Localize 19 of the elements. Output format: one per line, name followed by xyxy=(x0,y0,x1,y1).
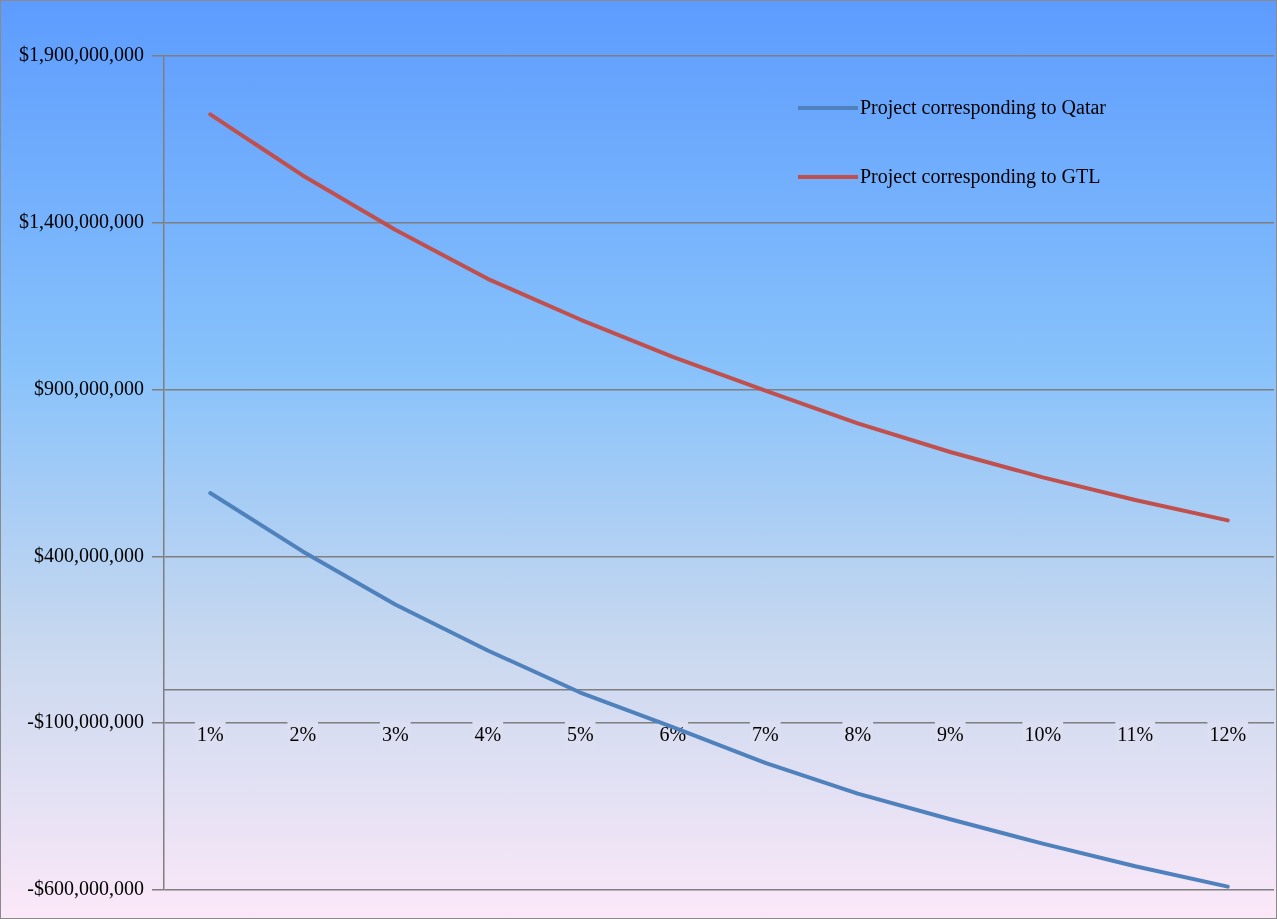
legend-label: Project corresponding to Qatar xyxy=(859,96,1106,119)
legend-label: Project corresponding to GTL xyxy=(859,165,1101,188)
y-tick-label: -$600,000,000 xyxy=(27,877,144,900)
x-tick-label: 2% xyxy=(289,723,317,746)
x-tick-label: 3% xyxy=(381,723,409,746)
x-tick-label: 5% xyxy=(566,723,594,746)
x-tick-label: 12% xyxy=(1209,723,1247,746)
x-tick-label: 10% xyxy=(1024,723,1062,746)
x-tick-label: 8% xyxy=(844,723,872,746)
y-tick-label: $1,400,000,000 xyxy=(19,210,144,233)
y-tick-label: $400,000,000 xyxy=(34,543,144,566)
y-tick-label: $1,900,000,000 xyxy=(19,43,144,66)
x-tick-label: 1% xyxy=(196,723,224,746)
y-tick-label: -$100,000,000 xyxy=(27,710,144,733)
x-tick-label: 7% xyxy=(751,723,779,746)
x-tick-label: 4% xyxy=(474,723,502,746)
x-tick-label: 11% xyxy=(1117,723,1154,746)
y-tick-label: $900,000,000 xyxy=(34,376,144,399)
x-tick-label: 9% xyxy=(936,723,964,746)
